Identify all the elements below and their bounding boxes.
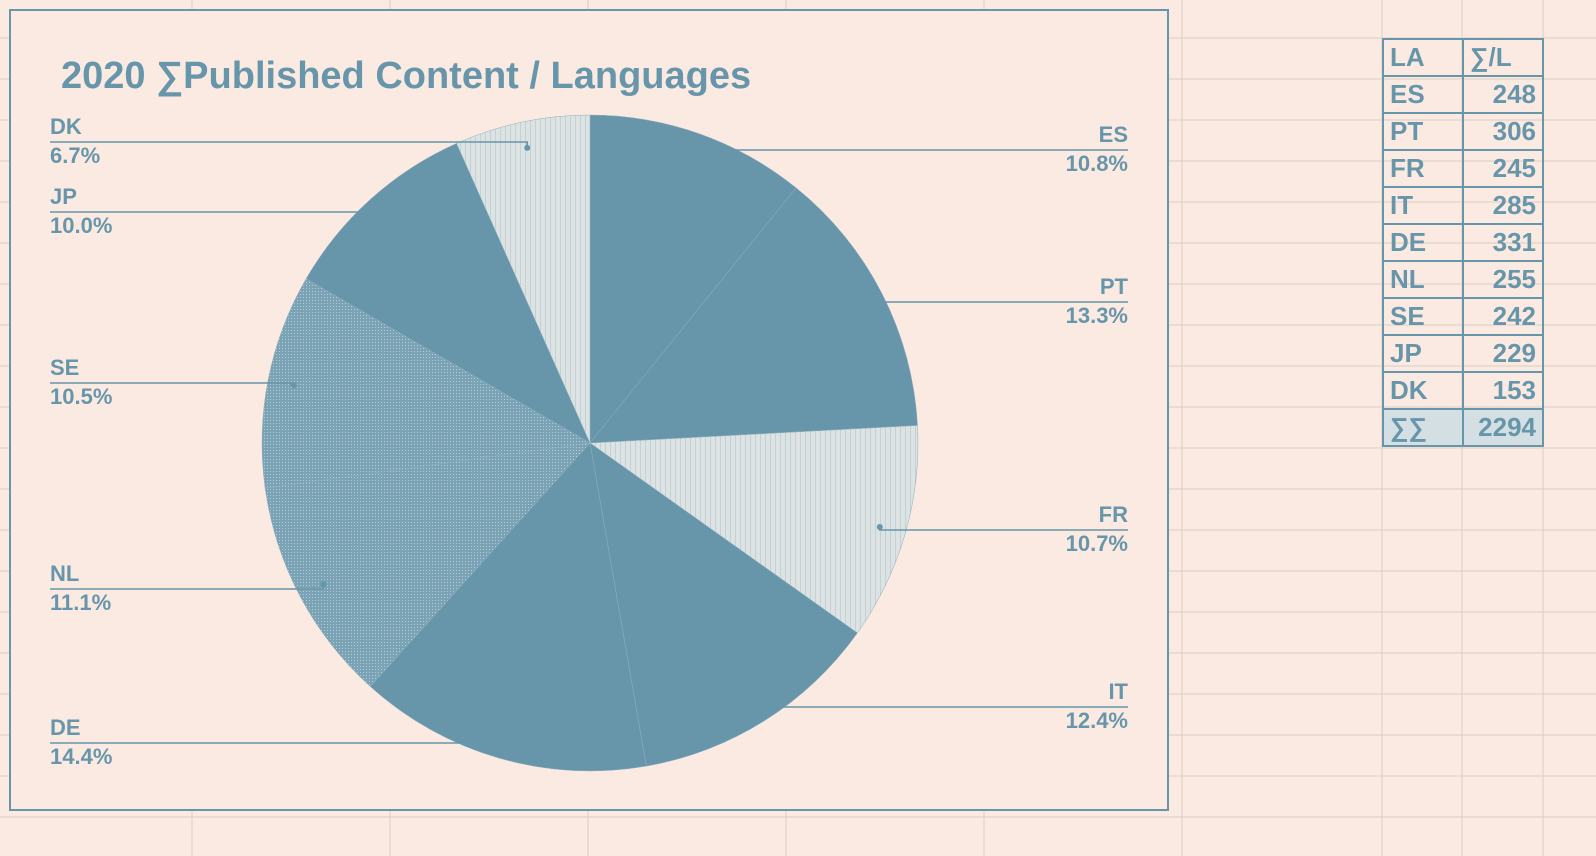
- table-cell-language[interactable]: SE: [1382, 297, 1464, 336]
- table-cell-value[interactable]: 245: [1462, 149, 1544, 188]
- table-row: PT 306: [1382, 112, 1544, 151]
- slice-label-fr: FR: [1099, 502, 1128, 527]
- pie-slice-it[interactable]: [589, 442, 858, 767]
- table-cell-value[interactable]: 229: [1462, 334, 1544, 373]
- table-total-row: ∑∑ 2294: [1382, 408, 1544, 447]
- table-total-value[interactable]: 2294: [1462, 408, 1544, 447]
- pie-slice-fr[interactable]: [589, 425, 919, 634]
- slice-label-es: ES: [1099, 122, 1128, 147]
- leader-dot-it: [748, 695, 755, 702]
- slice-label-jp: JP: [50, 184, 77, 209]
- table-header-sum[interactable]: ∑/L: [1462, 38, 1544, 77]
- slice-percent-dk: 6.7%: [50, 143, 100, 168]
- table-cell-language[interactable]: FR: [1382, 149, 1464, 188]
- pie-slice-pt[interactable]: [589, 187, 918, 444]
- table-row: SE 242: [1382, 297, 1544, 336]
- leader-dot-jp: [385, 215, 392, 222]
- data-table: LA ∑/L ES 248 PT 306 FR 245 IT 285 DE 331 NL 255 SE 2…: [1382, 38, 1544, 447]
- slice-percent-de: 14.4%: [50, 744, 112, 769]
- pie-slice-se[interactable]: [261, 278, 591, 489]
- pie-slice-es[interactable]: [589, 114, 797, 444]
- table-cell-value[interactable]: 242: [1462, 297, 1544, 336]
- pie-slice-jp[interactable]: [305, 143, 591, 444]
- leader-line-it: [750, 698, 1128, 708]
- slice-label-nl: NL: [50, 561, 79, 586]
- table-cell-language[interactable]: PT: [1382, 112, 1464, 151]
- leader-dot-fr: [876, 524, 883, 531]
- slice-percent-it: 12.4%: [1066, 708, 1128, 733]
- slice-percent-es: 10.8%: [1066, 151, 1128, 176]
- table-cell-value[interactable]: 255: [1462, 260, 1544, 299]
- slice-percent-fr: 10.7%: [1066, 531, 1128, 556]
- slice-percent-se: 10.5%: [50, 384, 112, 409]
- table-row: DK 153: [1382, 371, 1544, 410]
- table-cell-language[interactable]: NL: [1382, 260, 1464, 299]
- table-cell-value[interactable]: 306: [1462, 112, 1544, 151]
- table-row: IT 285: [1382, 186, 1544, 225]
- table-cell-value[interactable]: 285: [1462, 186, 1544, 225]
- leader-line-es: [689, 149, 1128, 159]
- leader-dot-de: [503, 729, 510, 736]
- leader-dot-se: [290, 382, 297, 389]
- leader-dot-nl: [320, 581, 327, 588]
- slice-label-se: SE: [50, 355, 79, 380]
- leader-line-nl: [50, 584, 325, 590]
- table-cell-language[interactable]: DK: [1382, 371, 1464, 410]
- chart-title: 2020 ∑Published Content / Languages: [61, 55, 752, 97]
- slice-label-dk: DK: [50, 114, 82, 139]
- table-cell-language[interactable]: JP: [1382, 334, 1464, 373]
- slice-label-pt: PT: [1100, 274, 1129, 299]
- pie-slice-de[interactable]: [369, 442, 647, 772]
- table-cell-value[interactable]: 153: [1462, 371, 1544, 410]
- table-total-label[interactable]: ∑∑: [1382, 408, 1464, 447]
- table-row: DE 331: [1382, 223, 1544, 262]
- slice-label-de: DE: [50, 715, 81, 740]
- table-header-language[interactable]: LA: [1382, 38, 1464, 77]
- table-row: JP 229: [1382, 334, 1544, 373]
- slice-percent-pt: 13.3%: [1066, 303, 1128, 328]
- leader-dot-es: [687, 155, 694, 162]
- pie-slice-nl[interactable]: [264, 442, 591, 687]
- slice-percent-jp: 10.0%: [50, 213, 112, 238]
- table-cell-value[interactable]: 248: [1462, 75, 1544, 114]
- leader-line-de: [50, 732, 508, 744]
- slice-label-it: IT: [1108, 679, 1128, 704]
- table-row: NL 255: [1382, 260, 1544, 299]
- table-header-row: LA ∑/L: [1382, 38, 1544, 77]
- leader-dot-dk: [524, 144, 531, 151]
- leader-dot-pt: [855, 302, 862, 309]
- table-row: ES 248: [1382, 75, 1544, 114]
- table-cell-language[interactable]: IT: [1382, 186, 1464, 225]
- table-cell-value[interactable]: 331: [1462, 223, 1544, 262]
- table-row: FR 245: [1382, 149, 1544, 188]
- table-cell-language[interactable]: ES: [1382, 75, 1464, 114]
- slice-percent-nl: 11.1%: [50, 590, 111, 615]
- leader-line-fr: [879, 527, 1128, 531]
- table-cell-language[interactable]: DE: [1382, 223, 1464, 262]
